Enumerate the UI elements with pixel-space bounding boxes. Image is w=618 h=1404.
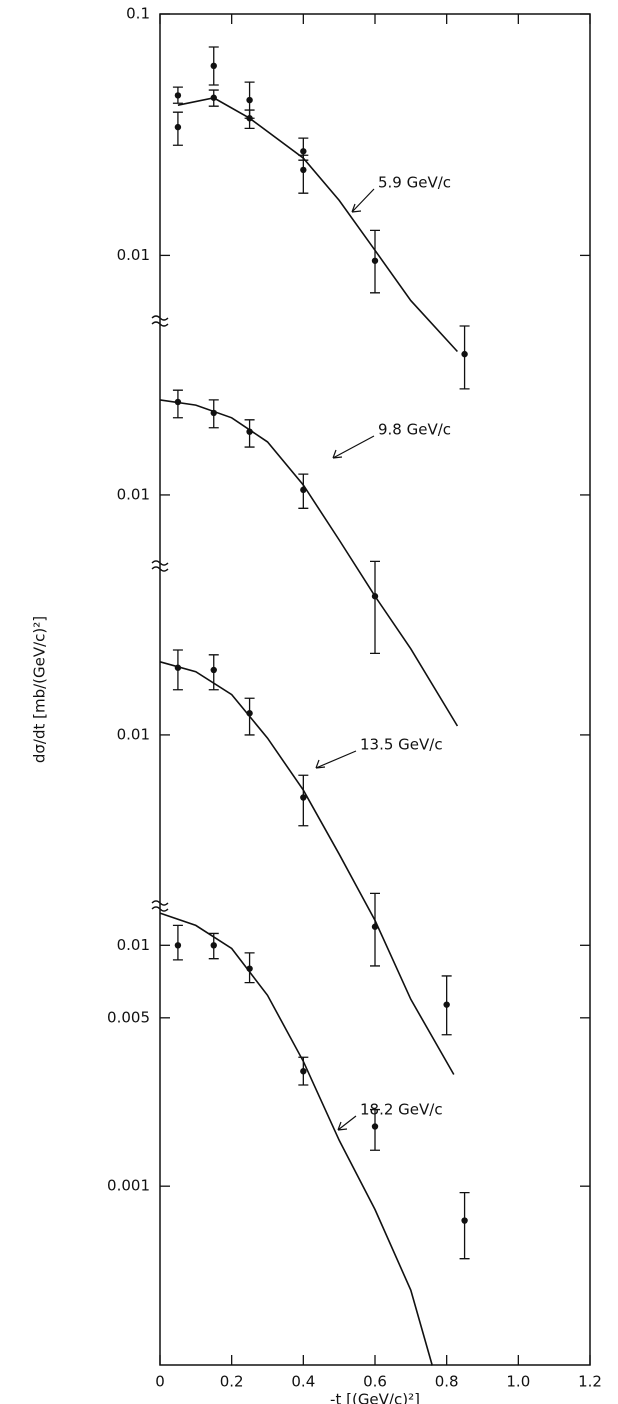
- curve-label: 5.9 GeV/c: [378, 174, 451, 192]
- label-arrow: [351, 188, 375, 213]
- data-point: [443, 1001, 450, 1008]
- data-point: [461, 1217, 468, 1224]
- error-bar: [370, 560, 380, 655]
- x-tick-label: 1.0: [506, 1373, 530, 1391]
- label-arrow: [332, 435, 375, 459]
- y-tick-label: 0.01: [117, 936, 150, 954]
- data-point: [174, 664, 182, 671]
- axis-break: [151, 315, 169, 327]
- data-point: [461, 350, 468, 358]
- data-point: [300, 166, 307, 174]
- data-point: [174, 92, 182, 99]
- y-tick-label: 0.1: [126, 5, 150, 23]
- data-point: [371, 593, 379, 600]
- x-tick-label: 0: [155, 1373, 165, 1391]
- data-point: [371, 257, 379, 264]
- axis-breaks: [151, 315, 169, 912]
- data-point: [210, 666, 217, 674]
- error-bar: [459, 1192, 470, 1260]
- data-point: [371, 1123, 379, 1130]
- y-tick-label: 0.01: [117, 725, 150, 743]
- label-arrow: [337, 1115, 357, 1131]
- x-tick-label: 0.8: [435, 1373, 459, 1391]
- error-bar: [244, 697, 255, 736]
- error-bar: [459, 325, 470, 390]
- axis-break: [151, 900, 169, 912]
- fit-curve: [177, 97, 458, 353]
- axis-break: [151, 560, 169, 572]
- curve-label: 9.8 GeV/c: [378, 421, 451, 439]
- y-tick-label: 0.001: [107, 1177, 150, 1195]
- data-point: [174, 398, 182, 406]
- data-point: [210, 62, 217, 70]
- data-point: [300, 486, 307, 494]
- x-tick-label: 0.6: [363, 1373, 387, 1391]
- data-point: [210, 409, 217, 417]
- error-bar: [298, 154, 309, 194]
- y-tick-label: 0.01: [117, 246, 150, 264]
- curve-label: 13.5 GeV/c: [360, 736, 443, 754]
- y-axis-label: dσ/dt [mb/(GeV/c)²]: [31, 616, 49, 763]
- fit-curve: [159, 661, 455, 1075]
- data-point: [210, 94, 217, 101]
- x-tick-label: 1.2: [578, 1373, 602, 1391]
- x-axis-label: -t [(GeV/c)²]: [330, 1391, 420, 1404]
- data-point: [246, 96, 253, 104]
- data-point: [371, 923, 379, 930]
- data-point: [246, 428, 253, 435]
- curve-label: 18.2 GeV/c: [360, 1101, 443, 1119]
- data-point: [246, 965, 253, 972]
- y-tick-label: 0.005: [107, 1008, 150, 1026]
- data-point: [300, 794, 307, 801]
- error-bar: [370, 1108, 380, 1151]
- x-tick-label: 0.4: [291, 1373, 315, 1391]
- data-point: [174, 123, 182, 131]
- x-tick-label: 0.2: [220, 1373, 244, 1391]
- label-arrow: [315, 750, 357, 769]
- data-point: [246, 710, 253, 717]
- y-tick-label: 0.01: [117, 485, 150, 503]
- fit-curve: [159, 912, 434, 1366]
- data-point: [210, 942, 217, 949]
- data-point: [246, 115, 253, 122]
- data-point: [300, 148, 307, 155]
- data-point: [300, 1068, 307, 1075]
- data-point: [174, 942, 182, 949]
